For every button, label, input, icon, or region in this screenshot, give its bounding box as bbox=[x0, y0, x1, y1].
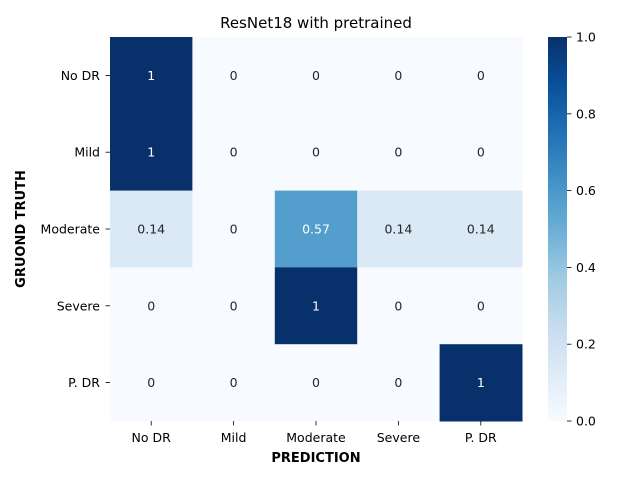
colorbar-tick-label: 0.4 bbox=[576, 260, 596, 275]
y-tick-label: Mild bbox=[74, 145, 100, 160]
cell-value-label: 0 bbox=[394, 145, 402, 160]
cell-value-label: 0 bbox=[394, 375, 402, 390]
heatmap-cell bbox=[274, 344, 358, 422]
heatmap-cell bbox=[110, 37, 193, 115]
cell-value-label: 0 bbox=[394, 298, 402, 313]
cell-value-label: 0 bbox=[394, 68, 402, 83]
colorbar-ticks: 0.0 0.2 0.4 0.6 0.8 1.0 bbox=[567, 30, 596, 429]
heatmap-cell bbox=[439, 267, 523, 345]
cell-value-label: 0 bbox=[230, 375, 238, 390]
heatmap-cell bbox=[274, 267, 358, 345]
heatmap-cell-labels: 1 0 0 0 0 1 0 0 0 0 0.14 0 0.57 0.14 0.14 0 0 1 0 0 0 0 0 0 1 bbox=[137, 68, 494, 390]
chart-title: ResNet18 with pretrained bbox=[220, 14, 412, 32]
cell-value-label: 0 bbox=[230, 145, 238, 160]
colorbar bbox=[548, 37, 567, 421]
heatmap-cells bbox=[110, 37, 523, 422]
heatmap-cell bbox=[439, 113, 523, 192]
heatmap-cell bbox=[357, 113, 441, 192]
heatmap-cell bbox=[110, 344, 193, 422]
cell-value-label: 0 bbox=[312, 375, 320, 390]
cell-value-label: 0 bbox=[477, 145, 485, 160]
heatmap-cell bbox=[357, 37, 441, 115]
y-axis-ticks: No DR Mild Moderate Severe P. DR bbox=[41, 68, 110, 390]
cell-value-label: 0 bbox=[147, 298, 155, 313]
cell-value-label: 0.14 bbox=[137, 222, 165, 237]
x-tick-label: Mild bbox=[221, 430, 247, 445]
heatmap-cell bbox=[110, 113, 193, 192]
y-tick-label: Severe bbox=[57, 298, 101, 313]
heatmap-cell bbox=[192, 190, 276, 268]
heatmap-cell bbox=[274, 190, 358, 268]
y-axis-label: GRUOND TRUTH bbox=[14, 170, 29, 288]
colorbar-tick-label: 0.8 bbox=[576, 106, 596, 121]
y-tick-label: Moderate bbox=[41, 222, 101, 237]
cell-value-label: 1 bbox=[147, 145, 155, 160]
heatmap-cell bbox=[192, 37, 276, 115]
x-tick-label: Severe bbox=[377, 430, 421, 445]
heatmap-cell bbox=[439, 37, 523, 115]
x-tick-label: No DR bbox=[132, 430, 172, 445]
cell-value-label: 0.14 bbox=[467, 222, 495, 237]
y-tick-label: P. DR bbox=[68, 375, 100, 390]
y-tick-label: No DR bbox=[61, 68, 101, 83]
x-tick-label: P. DR bbox=[465, 430, 497, 445]
heatmap-cell bbox=[357, 267, 441, 345]
cell-value-label: 1 bbox=[147, 68, 155, 83]
heatmap-cell bbox=[357, 344, 441, 422]
colorbar-tick-label: 1.0 bbox=[576, 30, 596, 45]
heatmap-cell bbox=[110, 267, 193, 345]
heatmap-cell bbox=[274, 37, 358, 115]
heatmap-cell bbox=[357, 190, 441, 268]
cell-value-label: 0 bbox=[147, 375, 155, 390]
cell-value-label: 0 bbox=[312, 145, 320, 160]
heatmap-cell bbox=[192, 113, 276, 192]
heatmap-cell bbox=[192, 267, 276, 345]
cell-value-label: 1 bbox=[312, 298, 320, 313]
cell-value-label: 0 bbox=[230, 222, 238, 237]
cell-value-label: 0 bbox=[230, 68, 238, 83]
heatmap-cell bbox=[110, 190, 193, 268]
x-tick-label: Moderate bbox=[286, 430, 346, 445]
cell-value-label: 0 bbox=[477, 298, 485, 313]
colorbar-tick-label: 0.2 bbox=[576, 337, 596, 352]
heatmap-cell bbox=[274, 113, 358, 192]
cell-value-label: 0.14 bbox=[384, 222, 412, 237]
colorbar-tick-label: 0.6 bbox=[576, 183, 596, 198]
cell-value-label: 1 bbox=[477, 375, 485, 390]
x-axis-label: PREDICTION bbox=[271, 451, 360, 466]
heatmap-cell bbox=[439, 344, 523, 422]
cell-value-label: 0.57 bbox=[302, 222, 330, 237]
heatmap-cell bbox=[439, 190, 523, 268]
heatmap-cell bbox=[192, 344, 276, 422]
cell-value-label: 0 bbox=[477, 68, 485, 83]
colorbar-tick-label: 0.0 bbox=[576, 414, 596, 429]
cell-value-label: 0 bbox=[230, 298, 238, 313]
x-axis-ticks: No DR Mild Moderate Severe P. DR bbox=[132, 421, 497, 445]
cell-value-label: 0 bbox=[312, 68, 320, 83]
